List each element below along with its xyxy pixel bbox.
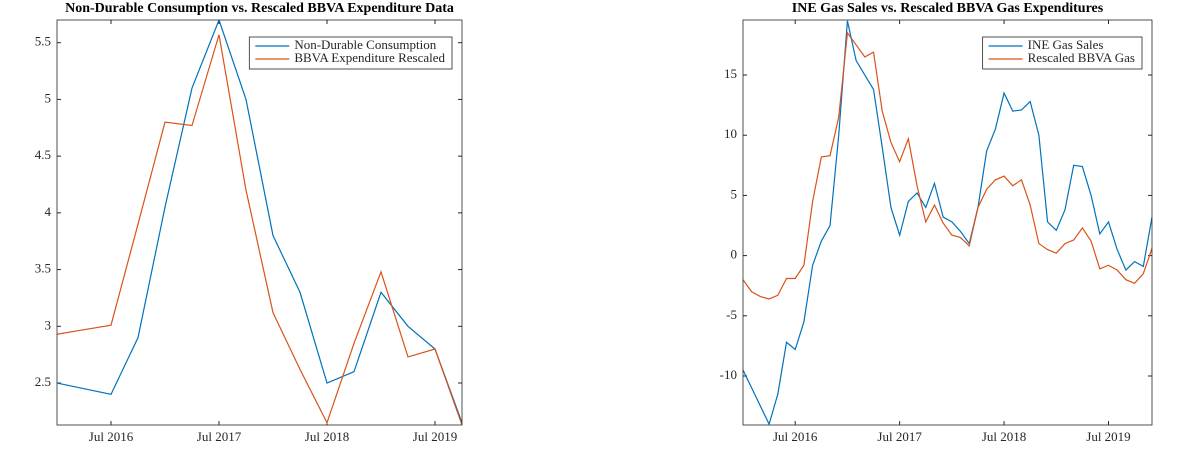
y-tick-label: 3 <box>45 317 52 332</box>
y-tick-label: 5.5 <box>35 34 51 49</box>
x-tick-label: Jul 2018 <box>982 429 1026 444</box>
series-line <box>743 20 1152 425</box>
y-tick-label: 2.5 <box>35 374 51 389</box>
y-tick-label: 5 <box>731 186 738 201</box>
legend-label: Non-Durable Consumption <box>294 37 436 52</box>
x-tick-label: Jul 2016 <box>89 429 134 444</box>
y-tick-label: 4.5 <box>35 147 51 162</box>
y-tick-label: 10 <box>724 126 737 141</box>
y-tick-label: -5 <box>726 307 737 322</box>
x-tick-label: Jul 2019 <box>1086 429 1130 444</box>
axes-box <box>742 19 1153 426</box>
x-tick-label: Jul 2017 <box>877 429 922 444</box>
plot-area <box>743 20 1152 425</box>
x-tick-label: Jul 2019 <box>413 429 457 444</box>
plot-area <box>57 20 462 425</box>
x-tick-label: Jul 2017 <box>197 429 242 444</box>
legend-box <box>248 36 453 70</box>
y-tick-label: 4 <box>45 204 52 219</box>
series-line <box>57 20 462 423</box>
series-line <box>743 31 1152 300</box>
x-tick-label: Jul 2018 <box>305 429 349 444</box>
chart-title: Non-Durable Consumption vs. Rescaled BBV… <box>65 1 454 16</box>
legend-label: Rescaled BBVA Gas <box>1028 50 1135 65</box>
x-tick-label: Jul 2016 <box>773 429 818 444</box>
chart-title: INE Gas Sales vs. Rescaled BBVA Gas Expe… <box>792 1 1104 16</box>
legend-box <box>982 36 1143 70</box>
legend-label: BBVA Expenditure Rescaled <box>294 50 445 65</box>
y-tick-label: 15 <box>724 66 737 81</box>
y-tick-label: 5 <box>45 90 52 105</box>
y-tick-label: 0 <box>731 247 738 262</box>
axes-box <box>56 19 463 426</box>
series-line <box>57 34 462 425</box>
y-tick-label: 3.5 <box>35 261 51 276</box>
y-tick-label: -10 <box>720 367 737 382</box>
legend-label: INE Gas Sales <box>1028 37 1104 52</box>
